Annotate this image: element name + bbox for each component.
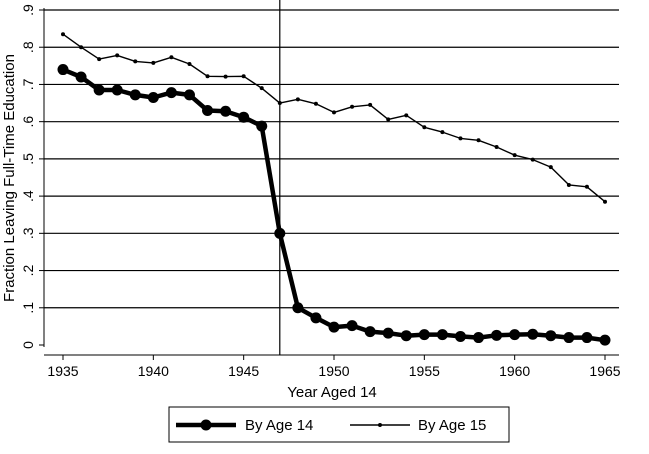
- data-point-by-age-14: [436, 329, 448, 341]
- data-point-by-age-15: [295, 97, 300, 102]
- data-point-by-age-15: [259, 86, 264, 91]
- y-tick-label: .5: [20, 153, 36, 165]
- data-point-by-age-14: [364, 326, 376, 338]
- data-point-by-age-14: [238, 111, 250, 123]
- data-point-by-age-15: [603, 199, 607, 204]
- data-point-by-age-15: [512, 153, 517, 158]
- y-axis-title: Fraction Leaving Full-Time Education: [1, 54, 18, 302]
- data-point-by-age-14: [599, 334, 611, 346]
- data-point-by-age-15: [350, 104, 355, 109]
- y-tick-label: .4: [20, 190, 36, 202]
- data-point-by-age-14: [93, 84, 105, 96]
- x-tick-label: 1950: [318, 363, 349, 379]
- y-ticks: 0 .1 .2 .3 .4 .5 .6 .7 .8 .9: [20, 4, 44, 349]
- y-tick-label: .1: [20, 302, 36, 314]
- data-point-by-age-14: [545, 330, 557, 342]
- data-point-by-age-14: [256, 120, 268, 132]
- data-point-by-age-15: [241, 74, 246, 79]
- data-point-by-age-15: [151, 60, 156, 65]
- legend-marker-by-age-15: [378, 423, 382, 427]
- data-point-by-age-15: [133, 59, 138, 64]
- legend: By Age 14 By Age 15: [168, 406, 510, 443]
- data-point-by-age-14: [292, 302, 304, 314]
- data-point-by-age-14: [129, 89, 141, 101]
- data-point-by-age-15: [566, 182, 571, 187]
- data-point-by-age-14: [328, 321, 340, 333]
- data-point-by-age-15: [223, 74, 228, 79]
- data-point-by-age-14: [418, 329, 430, 341]
- x-tick-label: 1960: [499, 363, 530, 379]
- x-tick-label: 1965: [589, 363, 620, 379]
- data-point-by-age-15: [440, 130, 445, 135]
- data-point-by-age-14: [473, 332, 485, 344]
- y-tick-label: 0: [20, 341, 36, 349]
- legend-item-by-age-15: By Age 15: [350, 417, 486, 434]
- data-point-by-age-14: [111, 84, 123, 96]
- data-point-by-age-15: [476, 138, 481, 143]
- data-point-by-age-14: [75, 71, 87, 83]
- series-by-age-15: [61, 32, 607, 204]
- y-tick-label: .7: [20, 78, 36, 90]
- legend-marker-by-age-14: [200, 419, 212, 431]
- data-point-by-age-14: [527, 328, 539, 340]
- data-point-by-age-15: [494, 144, 499, 149]
- data-point-by-age-15: [368, 102, 373, 107]
- data-point-by-age-15: [458, 136, 463, 141]
- data-point-by-age-15: [205, 74, 210, 79]
- data-point-by-age-15: [404, 113, 409, 118]
- x-ticks: 1935 1940 1945 1950 1955 1960 1965: [47, 355, 621, 379]
- data-point-by-age-15: [115, 53, 120, 58]
- data-point-by-age-14: [183, 89, 195, 101]
- data-point-by-age-14: [165, 87, 177, 99]
- series-line-by-age-14: [62, 67, 606, 343]
- data-point-by-age-15: [332, 110, 336, 115]
- data-point-by-age-15: [313, 101, 318, 106]
- data-point-by-age-14: [563, 332, 575, 344]
- legend-label-by-age-14: By Age 14: [245, 417, 313, 434]
- data-point-by-age-15: [79, 45, 84, 50]
- data-point-by-age-15: [277, 101, 282, 106]
- x-axis-title: Year Aged 14: [287, 384, 377, 401]
- data-point-by-age-14: [274, 227, 286, 239]
- data-point-by-age-14: [57, 64, 69, 76]
- data-point-by-age-15: [386, 117, 391, 122]
- data-point-by-age-14: [202, 105, 214, 116]
- x-tick-label: 1945: [228, 363, 259, 379]
- series: [57, 32, 611, 346]
- data-point-by-age-15: [422, 125, 427, 130]
- y-tick-label: .9: [20, 4, 36, 16]
- data-point-by-age-14: [581, 332, 593, 344]
- data-point-by-age-15: [187, 61, 192, 66]
- data-point-by-age-14: [147, 91, 159, 103]
- y-tick-label: .6: [20, 116, 36, 128]
- data-point-by-age-14: [310, 312, 322, 324]
- axes: [43, 8, 619, 356]
- data-point-by-age-15: [169, 55, 174, 60]
- data-point-by-age-14: [509, 329, 521, 341]
- y-tick-label: .2: [20, 265, 36, 277]
- data-point-by-age-14: [454, 330, 466, 342]
- y-tick-label: .3: [20, 227, 36, 239]
- data-point-by-age-15: [584, 184, 589, 189]
- data-point-by-age-14: [346, 320, 358, 332]
- data-point-by-age-14: [491, 329, 503, 341]
- data-point-by-age-15: [61, 32, 65, 37]
- legend-label-by-age-15: By Age 15: [418, 417, 486, 434]
- data-point-by-age-15: [530, 157, 535, 162]
- y-tick-label: .8: [20, 41, 36, 53]
- x-tick-label: 1935: [47, 363, 78, 379]
- data-point-by-age-15: [548, 165, 553, 170]
- series-line-by-age-15: [62, 33, 606, 203]
- x-tick-label: 1955: [409, 363, 440, 379]
- gridlines: [44, 9, 619, 309]
- legend-item-by-age-14: By Age 14: [176, 417, 313, 434]
- data-point-by-age-15: [97, 57, 102, 62]
- series-by-age-14: [57, 64, 611, 346]
- data-point-by-age-14: [220, 105, 232, 117]
- data-point-by-age-14: [400, 330, 412, 342]
- x-tick-label: 1940: [138, 363, 169, 379]
- data-point-by-age-14: [382, 327, 394, 339]
